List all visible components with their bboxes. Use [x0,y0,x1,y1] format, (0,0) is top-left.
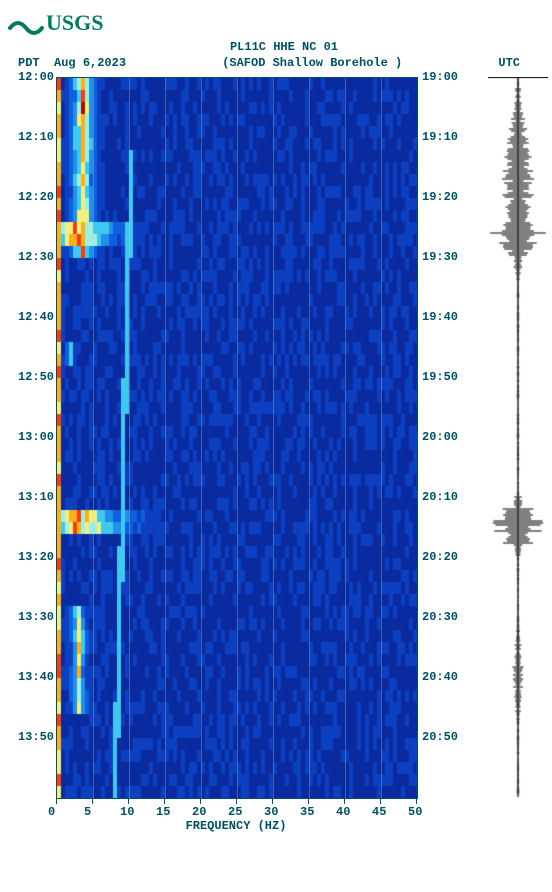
y-label-left: 12:50 [18,370,54,384]
pdt-label: PDT [18,56,40,70]
plot-area: 12:0012:1012:2012:3012:4012:5013:0013:10… [8,77,552,837]
header-station: (SAFOD Shallow Borehole ) [222,56,402,72]
x-tick [164,798,165,804]
x-tick [200,798,201,804]
y-label-right: 20:20 [422,550,458,564]
y-label-left: 12:20 [18,190,54,204]
x-label: 15 [156,805,170,819]
x-label: 0 [48,805,55,819]
x-label: 5 [84,805,91,819]
gridline [381,78,382,798]
gridline [129,78,130,798]
gridline [165,78,166,798]
y-label-right: 19:10 [422,130,458,144]
x-label: 50 [408,805,422,819]
x-label: 35 [300,805,314,819]
y-label-left: 12:40 [18,310,54,324]
x-label: 25 [228,805,242,819]
x-tick [92,798,93,804]
x-label: 45 [372,805,386,819]
y-label-left: 13:10 [18,490,54,504]
y-label-right: 19:50 [422,370,458,384]
y-label-left: 12:00 [18,70,54,84]
x-axis-title: FREQUENCY (HZ) [56,819,416,833]
gridline [309,78,310,798]
x-tick [128,798,129,804]
y-label-right: 19:40 [422,310,458,324]
y-label-left: 13:00 [18,430,54,444]
gridline [237,78,238,798]
y-label-right: 19:00 [422,70,458,84]
header-line1: PL11C HHE NC 01 [8,40,552,56]
x-tick [344,798,345,804]
gridline [93,78,94,798]
x-tick [380,798,381,804]
x-tick [272,798,273,804]
x-tick [56,798,57,804]
utc-label: UTC [498,56,520,72]
chart-header: PL11C HHE NC 01 PDT Aug 6,2023 (SAFOD Sh… [8,40,552,71]
y-label-right: 20:00 [422,430,458,444]
gridline [345,78,346,798]
x-label: 10 [120,805,134,819]
y-label-left: 12:30 [18,250,54,264]
y-label-right: 19:20 [422,190,458,204]
y-label-left: 12:10 [18,130,54,144]
logo-text: USGS [46,10,103,35]
y-label-left: 13:50 [18,730,54,744]
x-label: 30 [264,805,278,819]
header-date: Aug 6,2023 [54,56,126,70]
y-label-left: 13:20 [18,550,54,564]
y-label-right: 20:50 [422,730,458,744]
y-label-right: 20:30 [422,610,458,624]
waveform [488,77,548,797]
x-tick [416,798,417,804]
y-label-right: 20:10 [422,490,458,504]
y-label-left: 13:30 [18,610,54,624]
spectrogram [56,77,418,799]
x-label: 20 [192,805,206,819]
gridline [273,78,274,798]
x-label: 40 [336,805,350,819]
gridline [201,78,202,798]
y-label-right: 19:30 [422,250,458,264]
x-tick [236,798,237,804]
usgs-logo: USGS [8,8,552,36]
y-label-left: 13:40 [18,670,54,684]
y-label-right: 20:40 [422,670,458,684]
x-tick [308,798,309,804]
